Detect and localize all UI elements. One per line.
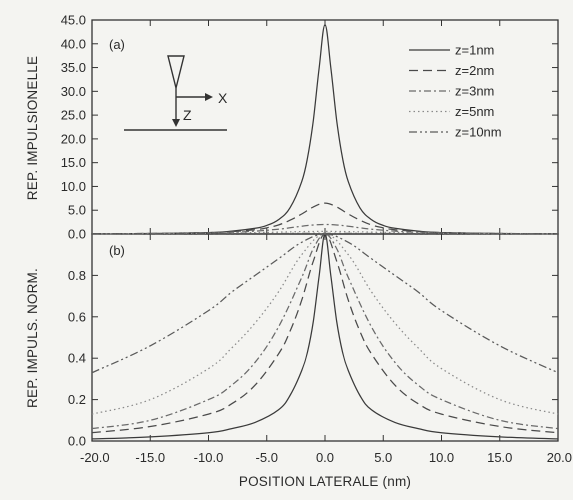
legend-label: z=1nm bbox=[455, 43, 494, 58]
panel-b-series-z-2nm bbox=[92, 234, 558, 433]
panel-b-ytick-label: 0.2 bbox=[68, 392, 86, 407]
panel-b-ytick-label: 0.4 bbox=[68, 351, 86, 366]
panel-a-ytick-label: 25.0 bbox=[61, 108, 86, 123]
x-tick-label: 0.0 bbox=[316, 450, 334, 465]
panel-b-frame bbox=[92, 234, 558, 441]
x-tick-label: 10.0 bbox=[429, 450, 454, 465]
panel-b-tag: (b) bbox=[109, 243, 125, 258]
panel-a-ytick-label: 0.0 bbox=[68, 227, 86, 242]
legend-label: z=5nm bbox=[455, 104, 494, 119]
x-tick-label: 15.0 bbox=[487, 450, 512, 465]
panel-b-ytick-label: 0.8 bbox=[68, 268, 86, 283]
x-arrow-head-icon bbox=[205, 93, 213, 101]
x-tick-label: 5.0 bbox=[374, 450, 392, 465]
panel-b-ylabel: REP. IMPULS. NORM. bbox=[25, 268, 40, 408]
legend: z=1nm z=2nm z=3nm z=5nm z=10nm bbox=[409, 43, 502, 140]
panel-a-ylabel: REP. IMPULSIONELLE bbox=[25, 56, 40, 200]
tip-icon bbox=[168, 56, 184, 88]
x-tick-label: -20.0 bbox=[80, 450, 110, 465]
panel-a-ytick-label: 40.0 bbox=[61, 36, 86, 51]
x-tick-label: 20.0 bbox=[547, 450, 572, 465]
panel-b-curves bbox=[92, 234, 558, 439]
legend-label: z=3nm bbox=[455, 84, 494, 99]
panel-a-ytick-label: 5.0 bbox=[68, 203, 86, 218]
panel-b-series-z-1nm bbox=[92, 234, 558, 439]
panel-a-tag: (a) bbox=[109, 37, 125, 52]
panel-a-ytick-label: 35.0 bbox=[61, 60, 86, 75]
panel-b-ytick-label: 0.6 bbox=[68, 309, 86, 324]
x-tick-label: -15.0 bbox=[135, 450, 165, 465]
legend-label: z=2nm bbox=[455, 63, 494, 78]
panel-a-ytick-label: 20.0 bbox=[61, 131, 86, 146]
x-tick-label: -5.0 bbox=[256, 450, 278, 465]
inset-z-label: Z bbox=[183, 107, 192, 123]
panel-b-ticks: 0.0 0.2 0.4 0.6 0.8 bbox=[68, 268, 558, 449]
panel-b-series-z-10nm bbox=[92, 234, 558, 373]
panel-b-series-z-5nm bbox=[92, 234, 558, 414]
panel-a-ytick-label: 45.0 bbox=[61, 13, 86, 28]
inset-x-label: X bbox=[218, 90, 228, 106]
panel-b-ytick-label: 0.0 bbox=[68, 434, 86, 449]
panel-a-ytick-label: 15.0 bbox=[61, 155, 86, 170]
x-axis-label: POSITION LATERALE (nm) bbox=[239, 474, 411, 489]
panel-a-ytick-label: 30.0 bbox=[61, 84, 86, 99]
x-tick-label: -10.0 bbox=[194, 450, 224, 465]
legend-label: z=10nm bbox=[455, 125, 502, 140]
panel-a-ytick-label: 10.0 bbox=[61, 179, 86, 194]
panel-b-series-z-3nm bbox=[92, 234, 558, 429]
z-arrow-head-icon bbox=[172, 119, 180, 127]
tip-coordinate-inset: X Z bbox=[124, 56, 228, 130]
